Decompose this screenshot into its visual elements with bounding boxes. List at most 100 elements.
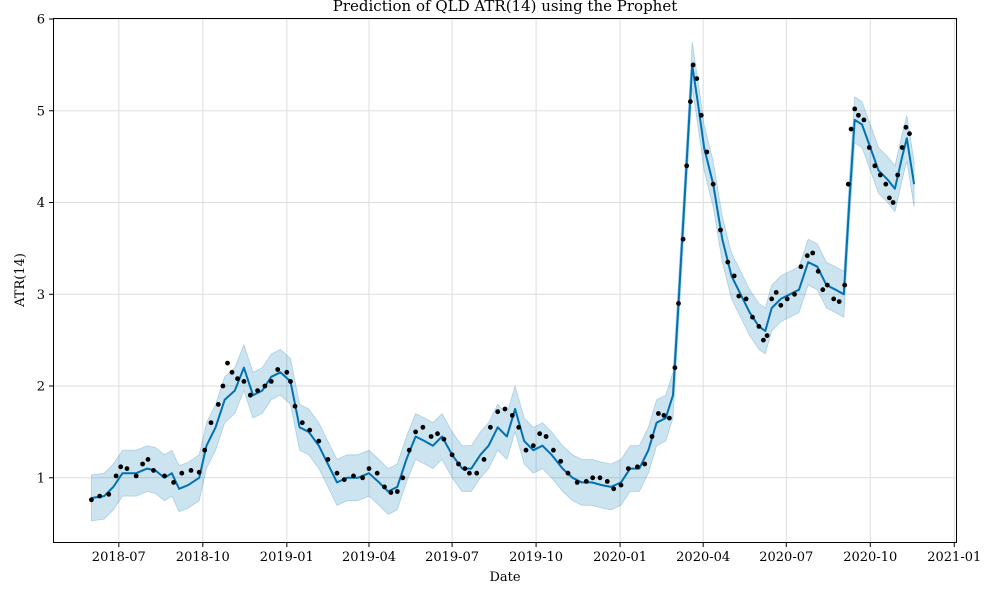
observed-point: [736, 293, 742, 299]
observed-point: [467, 470, 472, 476]
x-tick-label: 2019-07: [425, 550, 479, 565]
observed-point: [824, 282, 830, 288]
observed-point: [509, 413, 515, 418]
observed-point: [756, 324, 762, 329]
observed-point: [351, 473, 356, 479]
observed-point: [215, 402, 221, 407]
observed-point: [171, 480, 177, 485]
observed-point: [903, 124, 909, 130]
x-axis-label: Date: [489, 570, 520, 585]
x-tick-label: 2018-10: [176, 550, 230, 565]
observed-point: [574, 480, 580, 485]
observed-point: [831, 296, 837, 302]
observed-point: [676, 301, 681, 306]
observed-point: [769, 296, 775, 302]
observed-point: [516, 424, 522, 430]
observed-point: [661, 413, 667, 418]
observed-point: [877, 172, 883, 178]
observed-point: [113, 473, 119, 479]
observed-point: [428, 434, 434, 439]
uncertainty-band-layer: [91, 41, 915, 522]
observed-point: [292, 403, 298, 409]
y-tick-label: 1: [37, 471, 45, 486]
observed-point: [543, 434, 549, 439]
observed-point: [307, 427, 313, 433]
observed-point: [890, 200, 896, 205]
observed-point: [656, 411, 661, 416]
x-tick-label: 2020-10: [843, 550, 897, 565]
observed-point: [848, 126, 854, 132]
observed-point: [635, 464, 640, 470]
observed-point: [611, 486, 617, 492]
observed-point: [690, 62, 696, 68]
observed-point: [798, 264, 804, 270]
y-tick-label: 3: [37, 288, 45, 303]
observed-point: [784, 296, 790, 302]
y-tick-label: 2: [37, 380, 45, 395]
observed-point: [225, 360, 230, 366]
observed-point: [642, 461, 648, 467]
observed-point: [151, 468, 156, 473]
observed-point: [406, 447, 412, 453]
observed-point: [792, 291, 797, 297]
observed-point: [604, 479, 610, 484]
observed-point: [229, 369, 235, 375]
observed-point: [316, 438, 322, 444]
observed-point: [558, 458, 564, 464]
observed-point: [718, 227, 723, 233]
y-tick-label: 4: [37, 196, 45, 211]
observed-point: [413, 429, 418, 435]
observed-point: [196, 469, 202, 475]
observed-point: [684, 163, 690, 169]
observed-point: [842, 282, 848, 288]
observed-point: [420, 424, 426, 430]
observed-point: [288, 379, 293, 384]
observed-point: [883, 181, 889, 187]
observed-point: [688, 99, 693, 104]
observed-point: [698, 112, 704, 118]
observed-point: [530, 443, 536, 449]
observed-point: [672, 365, 678, 371]
observed-point: [852, 106, 858, 112]
observed-point: [761, 337, 766, 343]
observed-point: [815, 268, 821, 274]
observed-point: [268, 379, 274, 384]
observed-point: [590, 475, 596, 481]
observed-point: [725, 259, 731, 265]
observed-point: [262, 383, 268, 389]
observed-point: [565, 470, 571, 476]
observed-point: [649, 434, 655, 439]
x-tick-label: 2019-04: [342, 550, 396, 565]
observed-point: [694, 76, 700, 81]
observed-point: [750, 314, 755, 320]
observed-point: [481, 457, 487, 462]
observed-point: [597, 475, 603, 481]
observed-point: [820, 287, 826, 293]
x-tick-label: 2018-07: [92, 550, 146, 565]
observed-point: [773, 290, 779, 295]
observed-point: [145, 457, 151, 462]
observed-point: [845, 181, 851, 187]
observed-point: [334, 470, 340, 476]
observed-point: [106, 491, 112, 497]
observed-point: [275, 367, 281, 372]
observed-point: [731, 273, 737, 279]
observed-point: [247, 392, 253, 398]
x-tick-label: 2020-07: [759, 550, 813, 565]
observed-point: [299, 420, 305, 426]
observed-point: [325, 457, 331, 462]
observed-point: [162, 473, 167, 479]
observed-point: [899, 145, 905, 150]
observed-point: [456, 461, 461, 467]
observed-point: [836, 299, 842, 304]
observed-point: [887, 195, 892, 201]
x-tick-label: 2019-10: [509, 550, 563, 565]
observed-point: [856, 112, 861, 118]
observed-point: [188, 468, 194, 473]
observed-point: [764, 333, 770, 338]
x-tick-label: 2019-01: [260, 550, 314, 565]
y-tick-label: 5: [37, 104, 45, 119]
observed-point: [118, 464, 124, 470]
observed-point: [680, 236, 686, 242]
